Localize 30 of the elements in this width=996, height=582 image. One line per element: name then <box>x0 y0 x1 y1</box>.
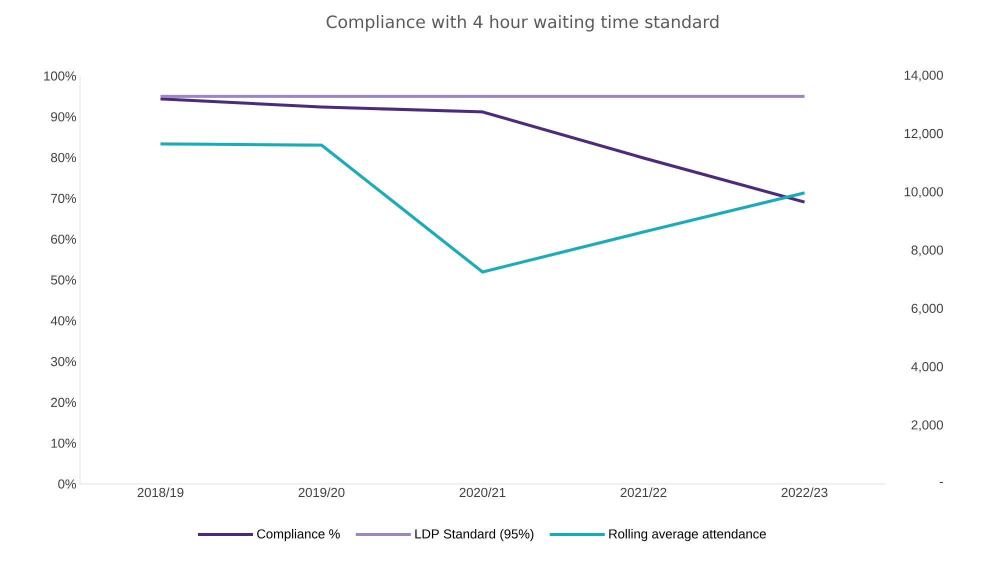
line-series <box>159 142 806 274</box>
x-tick-label: 2019/20 <box>298 488 344 498</box>
chart-title: Compliance with 4 hour waiting time standard <box>326 15 718 32</box>
line-series <box>159 97 806 204</box>
y2-tick-label: 8,000 <box>912 245 943 256</box>
x-tick-label: 2020/21 <box>460 488 506 498</box>
x-tick-label: 2022/23 <box>782 488 828 498</box>
y2-tick-label: 2,000 <box>912 420 943 432</box>
legend-label: LDP Standard (95%) <box>415 528 534 542</box>
y2-tick-label: 14,000 <box>904 70 943 82</box>
x-tick-label: 2021/22 <box>620 488 666 498</box>
y2-tick-label: 4,000 <box>911 362 943 373</box>
y-tick-label: 10% <box>51 438 76 448</box>
legend-label: Rolling average attendance <box>609 528 766 542</box>
legend-label: Compliance % <box>257 528 340 542</box>
y2-tick-label: 10,000 <box>904 187 943 198</box>
x-tick-label: 2018/19 <box>138 488 184 498</box>
y-tick-label: 90% <box>51 112 76 122</box>
y-tick-label: 40% <box>50 316 76 326</box>
y-tick-label: 60% <box>51 234 76 244</box>
y2-tick-label: 12,000 <box>904 128 943 140</box>
y2-tick-label: 6,000 <box>912 304 943 315</box>
y-tick-label: 100% <box>44 71 76 81</box>
y-tick-label: 80% <box>51 152 76 162</box>
y-tick-label: 50% <box>50 275 76 285</box>
y-tick-label: 20% <box>51 398 76 407</box>
y2-tick-label: - <box>940 482 943 484</box>
y-tick-label: 30% <box>50 356 76 366</box>
y-tick-label: 0% <box>58 479 76 489</box>
y-tick-label: 70% <box>51 194 76 203</box>
